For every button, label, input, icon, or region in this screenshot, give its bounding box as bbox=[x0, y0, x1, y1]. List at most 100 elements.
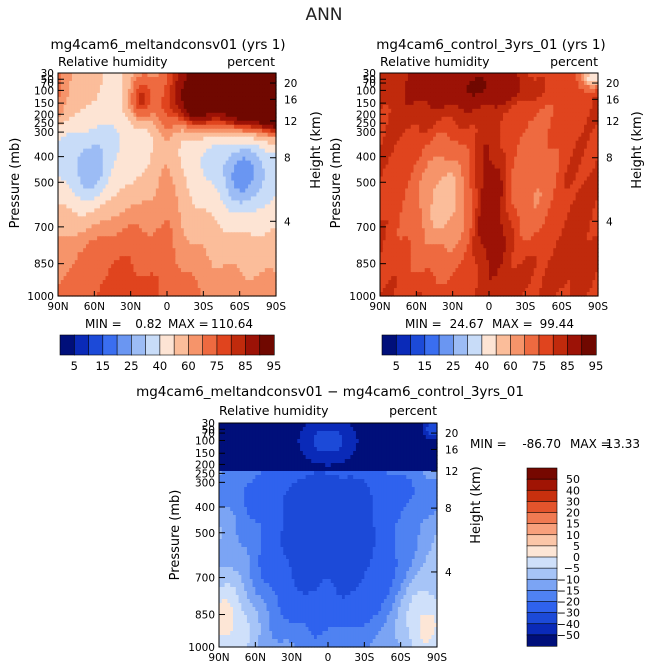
heatmap-cell bbox=[259, 144, 263, 150]
heatmap-cell bbox=[130, 196, 135, 202]
heatmap-cell bbox=[192, 124, 196, 130]
heatmap-cell bbox=[69, 124, 73, 130]
heatmap-cell bbox=[144, 84, 149, 90]
heatmap-cell bbox=[211, 124, 216, 130]
heatmap-cell bbox=[158, 172, 163, 178]
heatmap-cell bbox=[211, 88, 216, 94]
heatmap-cell bbox=[139, 188, 143, 194]
heatmap-cell bbox=[231, 132, 235, 138]
heatmap-cell bbox=[186, 132, 190, 138]
heatmap-cell bbox=[242, 88, 246, 94]
heatmap-cell bbox=[248, 160, 252, 166]
heatmap-cell bbox=[71, 100, 76, 106]
heatmap-cell bbox=[194, 176, 199, 182]
heatmap-cell bbox=[141, 192, 146, 198]
heatmap-cell bbox=[234, 120, 238, 126]
heatmap-cell bbox=[178, 192, 182, 198]
heatmap-cell bbox=[108, 208, 112, 213]
heatmap-cell bbox=[248, 196, 252, 202]
heatmap-cell bbox=[206, 216, 210, 221]
heatmap-cell bbox=[200, 128, 204, 134]
heatmap-cell bbox=[80, 152, 84, 158]
heatmap-cell bbox=[113, 212, 118, 217]
heatmap-cell bbox=[80, 172, 84, 178]
heatmap-cell bbox=[108, 172, 112, 178]
heatmap-cell bbox=[234, 172, 238, 178]
heatmap-cell bbox=[97, 204, 101, 209]
heatmap-cell bbox=[66, 208, 70, 213]
heatmap-cell bbox=[183, 212, 188, 217]
heatmap-cell bbox=[248, 180, 252, 186]
heatmap-cell bbox=[180, 172, 185, 178]
heatmap-cell bbox=[158, 208, 163, 213]
heatmap-cell bbox=[234, 192, 238, 198]
heatmap-cell bbox=[169, 100, 174, 106]
heatmap-cell bbox=[105, 116, 109, 122]
heatmap-cell bbox=[197, 84, 202, 90]
heatmap-cell bbox=[248, 200, 252, 206]
heatmap-cell bbox=[236, 192, 241, 198]
heatmap-cell bbox=[122, 73, 126, 78]
heatmap-cell bbox=[133, 184, 137, 190]
heatmap-cell bbox=[69, 216, 73, 221]
heatmap-cell bbox=[141, 120, 146, 126]
heatmap-cell bbox=[69, 196, 73, 202]
heatmap-cell bbox=[203, 124, 207, 130]
heatmap-cell bbox=[169, 144, 174, 150]
heatmap-cell bbox=[211, 200, 216, 206]
heatmap-cell bbox=[91, 216, 95, 221]
heatmap-cell bbox=[85, 80, 90, 86]
heatmap-cell bbox=[239, 184, 244, 190]
heatmap-cell bbox=[141, 100, 146, 106]
heatmap-cell bbox=[192, 96, 196, 102]
heatmap-cell bbox=[245, 148, 249, 154]
heatmap-cell bbox=[130, 100, 135, 106]
heatmap-cell bbox=[108, 152, 112, 158]
heatmap-cell bbox=[206, 132, 210, 138]
heatmap-cell bbox=[113, 152, 118, 158]
heatmap-cell bbox=[127, 220, 132, 225]
heatmap-cell bbox=[71, 124, 76, 130]
heatmap-cell bbox=[234, 88, 238, 94]
heatmap-cell bbox=[119, 116, 123, 122]
heatmap-cell bbox=[186, 92, 190, 98]
heatmap-cell bbox=[169, 160, 174, 166]
heatmap-cell bbox=[208, 100, 213, 106]
heatmap-cell bbox=[200, 192, 204, 198]
heatmap-cell bbox=[236, 112, 241, 118]
heatmap-cell bbox=[77, 88, 81, 94]
heatmap-cell bbox=[147, 172, 151, 178]
heatmap-cell bbox=[236, 172, 241, 178]
heatmap-cell bbox=[192, 73, 196, 78]
heatmap-cell bbox=[141, 208, 146, 213]
heatmap-cell bbox=[264, 204, 269, 209]
heatmap-cell bbox=[80, 84, 84, 90]
heatmap-cell bbox=[105, 108, 109, 114]
heatmap-cell bbox=[66, 152, 70, 158]
heatmap-cell bbox=[242, 180, 246, 186]
heatmap-cell bbox=[119, 104, 123, 110]
heatmap-cell bbox=[130, 176, 135, 182]
heatmap-cell bbox=[267, 168, 272, 174]
heatmap-cell bbox=[259, 180, 263, 186]
heatmap-cell bbox=[122, 124, 126, 130]
heatmap-cell bbox=[155, 92, 160, 98]
heatmap-cell bbox=[58, 180, 62, 186]
heatmap-cell bbox=[194, 184, 199, 190]
heatmap-cell bbox=[236, 152, 241, 158]
heatmap-cell bbox=[116, 168, 121, 174]
heatmap-cell bbox=[200, 216, 204, 221]
heatmap-cell bbox=[217, 164, 221, 170]
heatmap-cell bbox=[175, 208, 179, 213]
heatmap-cell bbox=[150, 200, 154, 206]
heatmap-cell bbox=[167, 73, 171, 78]
heatmap-cell bbox=[169, 204, 174, 209]
heatmap-cell bbox=[58, 140, 62, 146]
heatmap-cell bbox=[130, 104, 135, 110]
heatmap-cell bbox=[122, 108, 126, 114]
heatmap-cell bbox=[111, 120, 115, 126]
heatmap-cell bbox=[139, 140, 143, 146]
heatmap-cell bbox=[172, 96, 176, 102]
colorbar-label: 5 bbox=[71, 359, 78, 373]
heatmap-cell bbox=[153, 216, 157, 221]
